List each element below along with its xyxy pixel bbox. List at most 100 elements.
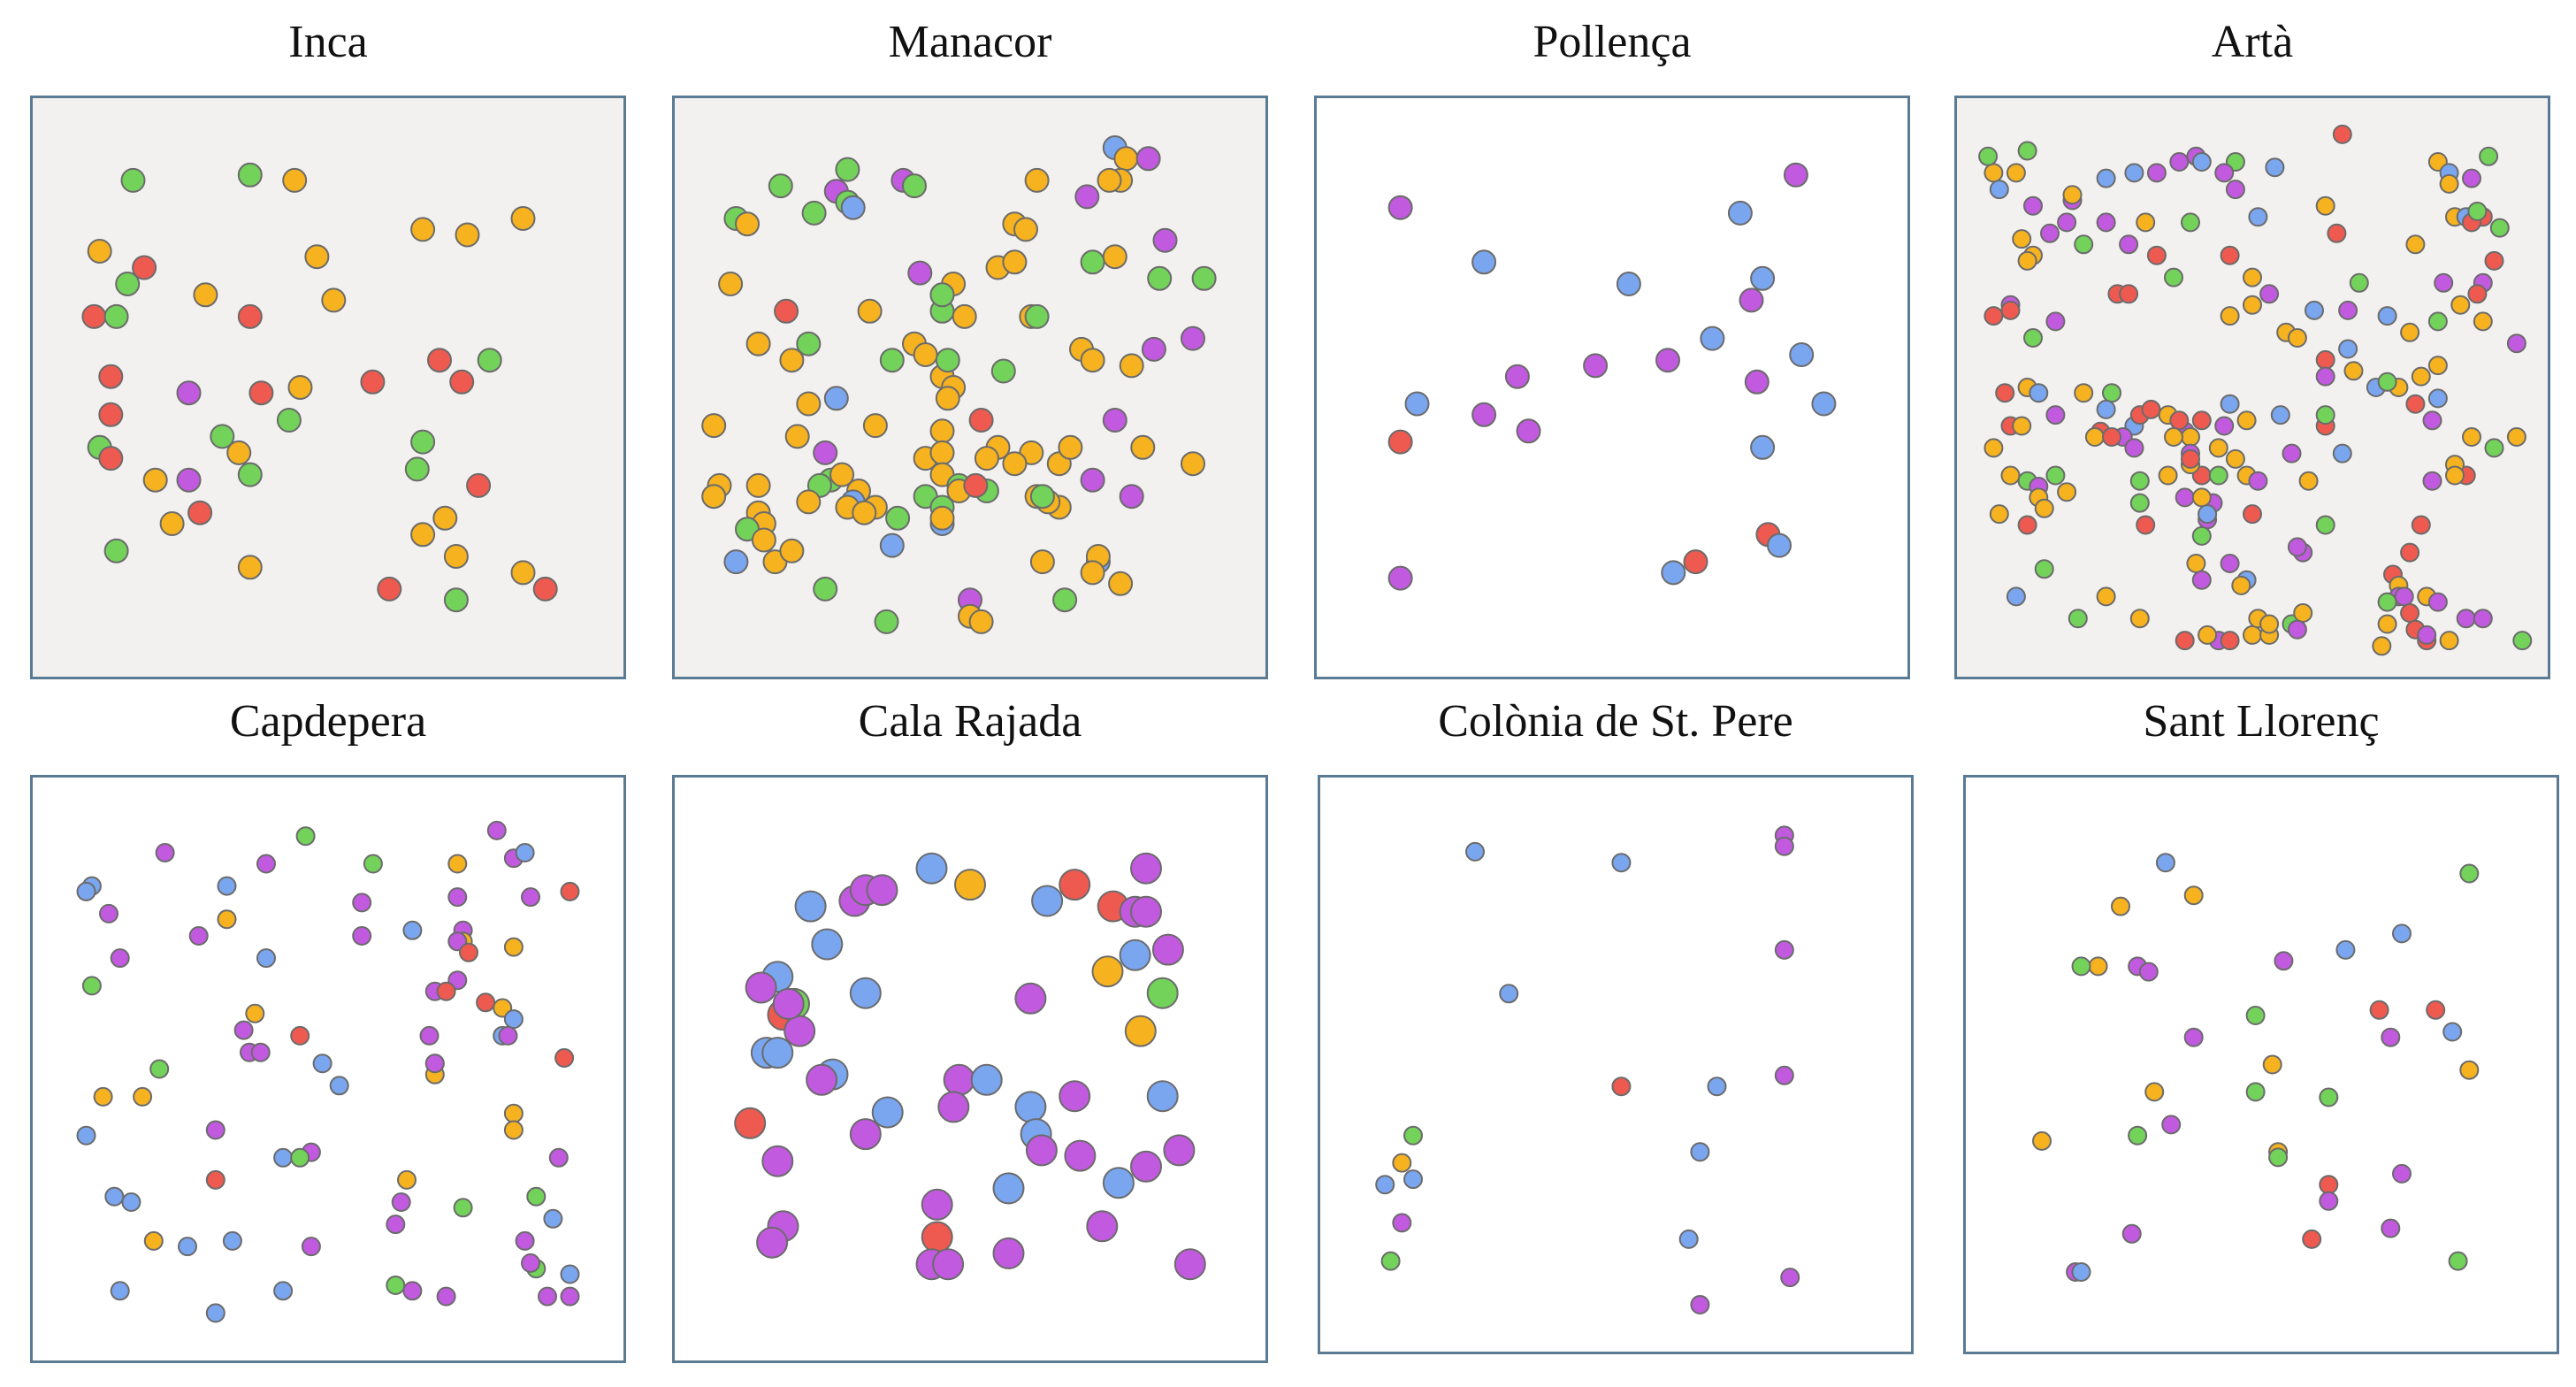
orange-point <box>1058 434 1083 460</box>
orange-point <box>952 303 977 329</box>
red-point <box>2243 504 2262 525</box>
purple-point <box>1151 933 1184 966</box>
orange-point <box>159 511 185 536</box>
purple-point <box>1690 1295 1710 1314</box>
purple-point <box>1141 336 1166 362</box>
orange-point <box>1029 549 1055 575</box>
purple-point <box>1086 1210 1119 1243</box>
orange-point <box>1130 434 1156 460</box>
purple-point <box>1471 402 1497 427</box>
plot-area <box>672 775 1268 1363</box>
blue-point <box>1789 342 1815 367</box>
purple-point <box>772 987 805 1020</box>
orange-point <box>1013 217 1038 242</box>
green-point <box>2377 372 2397 392</box>
green-point <box>874 609 899 634</box>
purple-point <box>424 1054 445 1074</box>
purple-point <box>2392 1163 2412 1184</box>
purple-point <box>176 380 202 406</box>
green-point <box>2208 465 2228 486</box>
blue-point <box>1727 200 1753 226</box>
green-point <box>2017 141 2037 161</box>
green-point <box>902 173 927 199</box>
blue-point <box>1611 853 1632 873</box>
red-point <box>2484 250 2504 271</box>
blue-point <box>871 1096 904 1129</box>
purple-point <box>250 1042 271 1062</box>
blue-point <box>2191 152 2212 172</box>
orange-point <box>2017 250 2037 271</box>
blue-point <box>1499 984 1519 1004</box>
purple-point <box>1064 1139 1097 1172</box>
orange-point <box>304 244 330 270</box>
red-point <box>2400 542 2420 563</box>
purple-point <box>2248 471 2268 491</box>
orange-point <box>929 418 955 444</box>
green-point <box>276 408 302 433</box>
blue-point <box>849 977 882 1009</box>
green-point <box>237 462 263 487</box>
green-point <box>237 162 263 188</box>
purple-point <box>2394 586 2414 607</box>
red-point <box>98 446 124 471</box>
blue-point <box>2248 207 2268 227</box>
purple-point <box>2434 272 2454 293</box>
plot-area <box>1314 96 1910 679</box>
purple-point <box>813 440 838 465</box>
purple-point <box>1119 484 1144 510</box>
orange-point <box>2225 448 2245 469</box>
red-point <box>560 881 580 901</box>
green-point <box>81 976 102 996</box>
orange-point <box>929 440 955 465</box>
purple-point <box>1181 326 1205 351</box>
green-point <box>526 1186 547 1207</box>
red-point <box>1984 306 2004 326</box>
red-point <box>2017 515 2037 535</box>
orange-point <box>455 222 480 248</box>
purple-point <box>1392 1213 1412 1233</box>
orange-point <box>1091 955 1124 988</box>
orange-point <box>2439 173 2459 194</box>
red-point <box>2141 399 2161 419</box>
blue-point <box>840 195 866 220</box>
blue-point <box>2335 939 2356 960</box>
red-point <box>459 942 478 962</box>
orange-point <box>2074 383 2094 403</box>
orange-point <box>2293 603 2313 623</box>
blue-point <box>273 1281 294 1301</box>
orange-point <box>410 217 436 242</box>
purple-point <box>1739 287 1764 313</box>
purple-point <box>2381 1027 2401 1047</box>
red-point <box>2426 1000 2446 1020</box>
orange-point <box>2506 427 2526 447</box>
green-point <box>2448 1251 2468 1271</box>
purple-point <box>2274 951 2294 971</box>
purple-point <box>2045 311 2066 332</box>
red-point <box>2332 124 2352 144</box>
purple-point <box>2175 487 2195 508</box>
purple-point <box>1774 1065 1794 1085</box>
blue-point <box>2338 339 2358 359</box>
green-point <box>443 587 469 613</box>
orange-point <box>1181 451 1205 477</box>
green-point <box>935 348 960 373</box>
orange-point <box>2243 295 2262 315</box>
orange-point <box>1108 571 1134 596</box>
purple-point <box>352 893 372 913</box>
scatter-plot <box>81 162 558 613</box>
orange-point <box>397 1169 417 1190</box>
blue-point <box>515 843 535 862</box>
purple-point <box>1152 227 1178 253</box>
purple-point <box>402 1281 423 1301</box>
purple-point <box>784 1015 816 1047</box>
purple-point <box>2259 284 2280 304</box>
green-point <box>2484 438 2504 458</box>
blue-point <box>1661 560 1686 586</box>
green-point <box>477 348 502 373</box>
purple-point <box>1744 369 1770 395</box>
orange-point <box>935 386 960 411</box>
orange-point <box>2191 487 2212 508</box>
orange-point <box>2377 614 2397 634</box>
orange-point <box>193 282 218 308</box>
blue-point <box>2096 399 2116 419</box>
